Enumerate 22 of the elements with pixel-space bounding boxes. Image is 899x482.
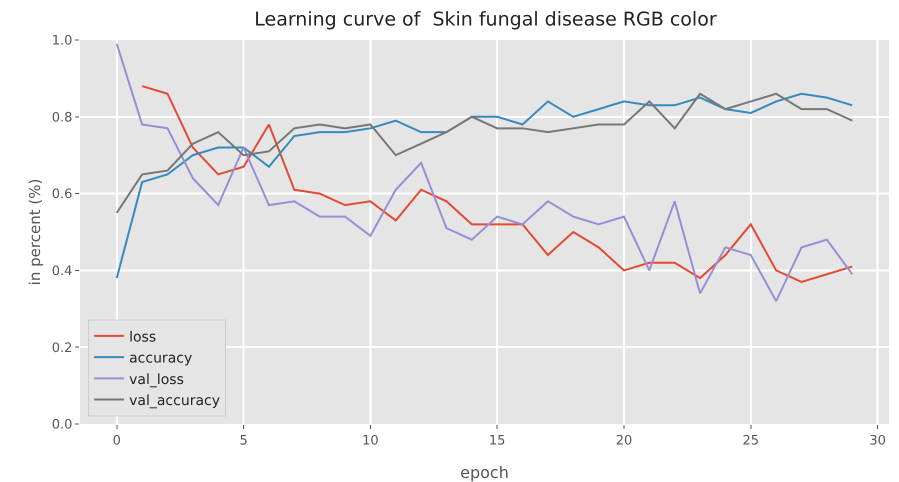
y-tick-label: 0.0 <box>52 418 72 433</box>
x-tick-label: 0 <box>112 434 121 449</box>
x-axis-title: epoch <box>460 463 509 482</box>
y-tick-label: 0.4 <box>52 264 72 279</box>
x-tick-label: 10 <box>362 434 379 449</box>
x-tick-label: 5 <box>239 434 248 449</box>
y-axis-title: in percent (%) <box>26 178 44 286</box>
chart-title: Learning curve of Skin fungal disease RGB color <box>254 8 717 30</box>
legend-label: loss <box>129 329 156 346</box>
y-tick-label: 1.0 <box>52 34 72 49</box>
x-tick-label: 30 <box>869 434 886 449</box>
line-series <box>116 92 854 214</box>
legend-label: accuracy <box>129 350 192 367</box>
legend-label: val_loss <box>129 372 184 388</box>
x-tick-label: 25 <box>742 434 760 449</box>
line-series <box>116 42 854 302</box>
y-tick-label: 0.6 <box>52 187 72 202</box>
x-tick-label: 20 <box>616 434 632 449</box>
y-tick-label: 0.8 <box>52 110 72 126</box>
y-tick-label: 0.2 <box>52 340 72 356</box>
x-tick-label: 15 <box>488 434 506 449</box>
legend-label: val_accuracy <box>129 392 220 409</box>
